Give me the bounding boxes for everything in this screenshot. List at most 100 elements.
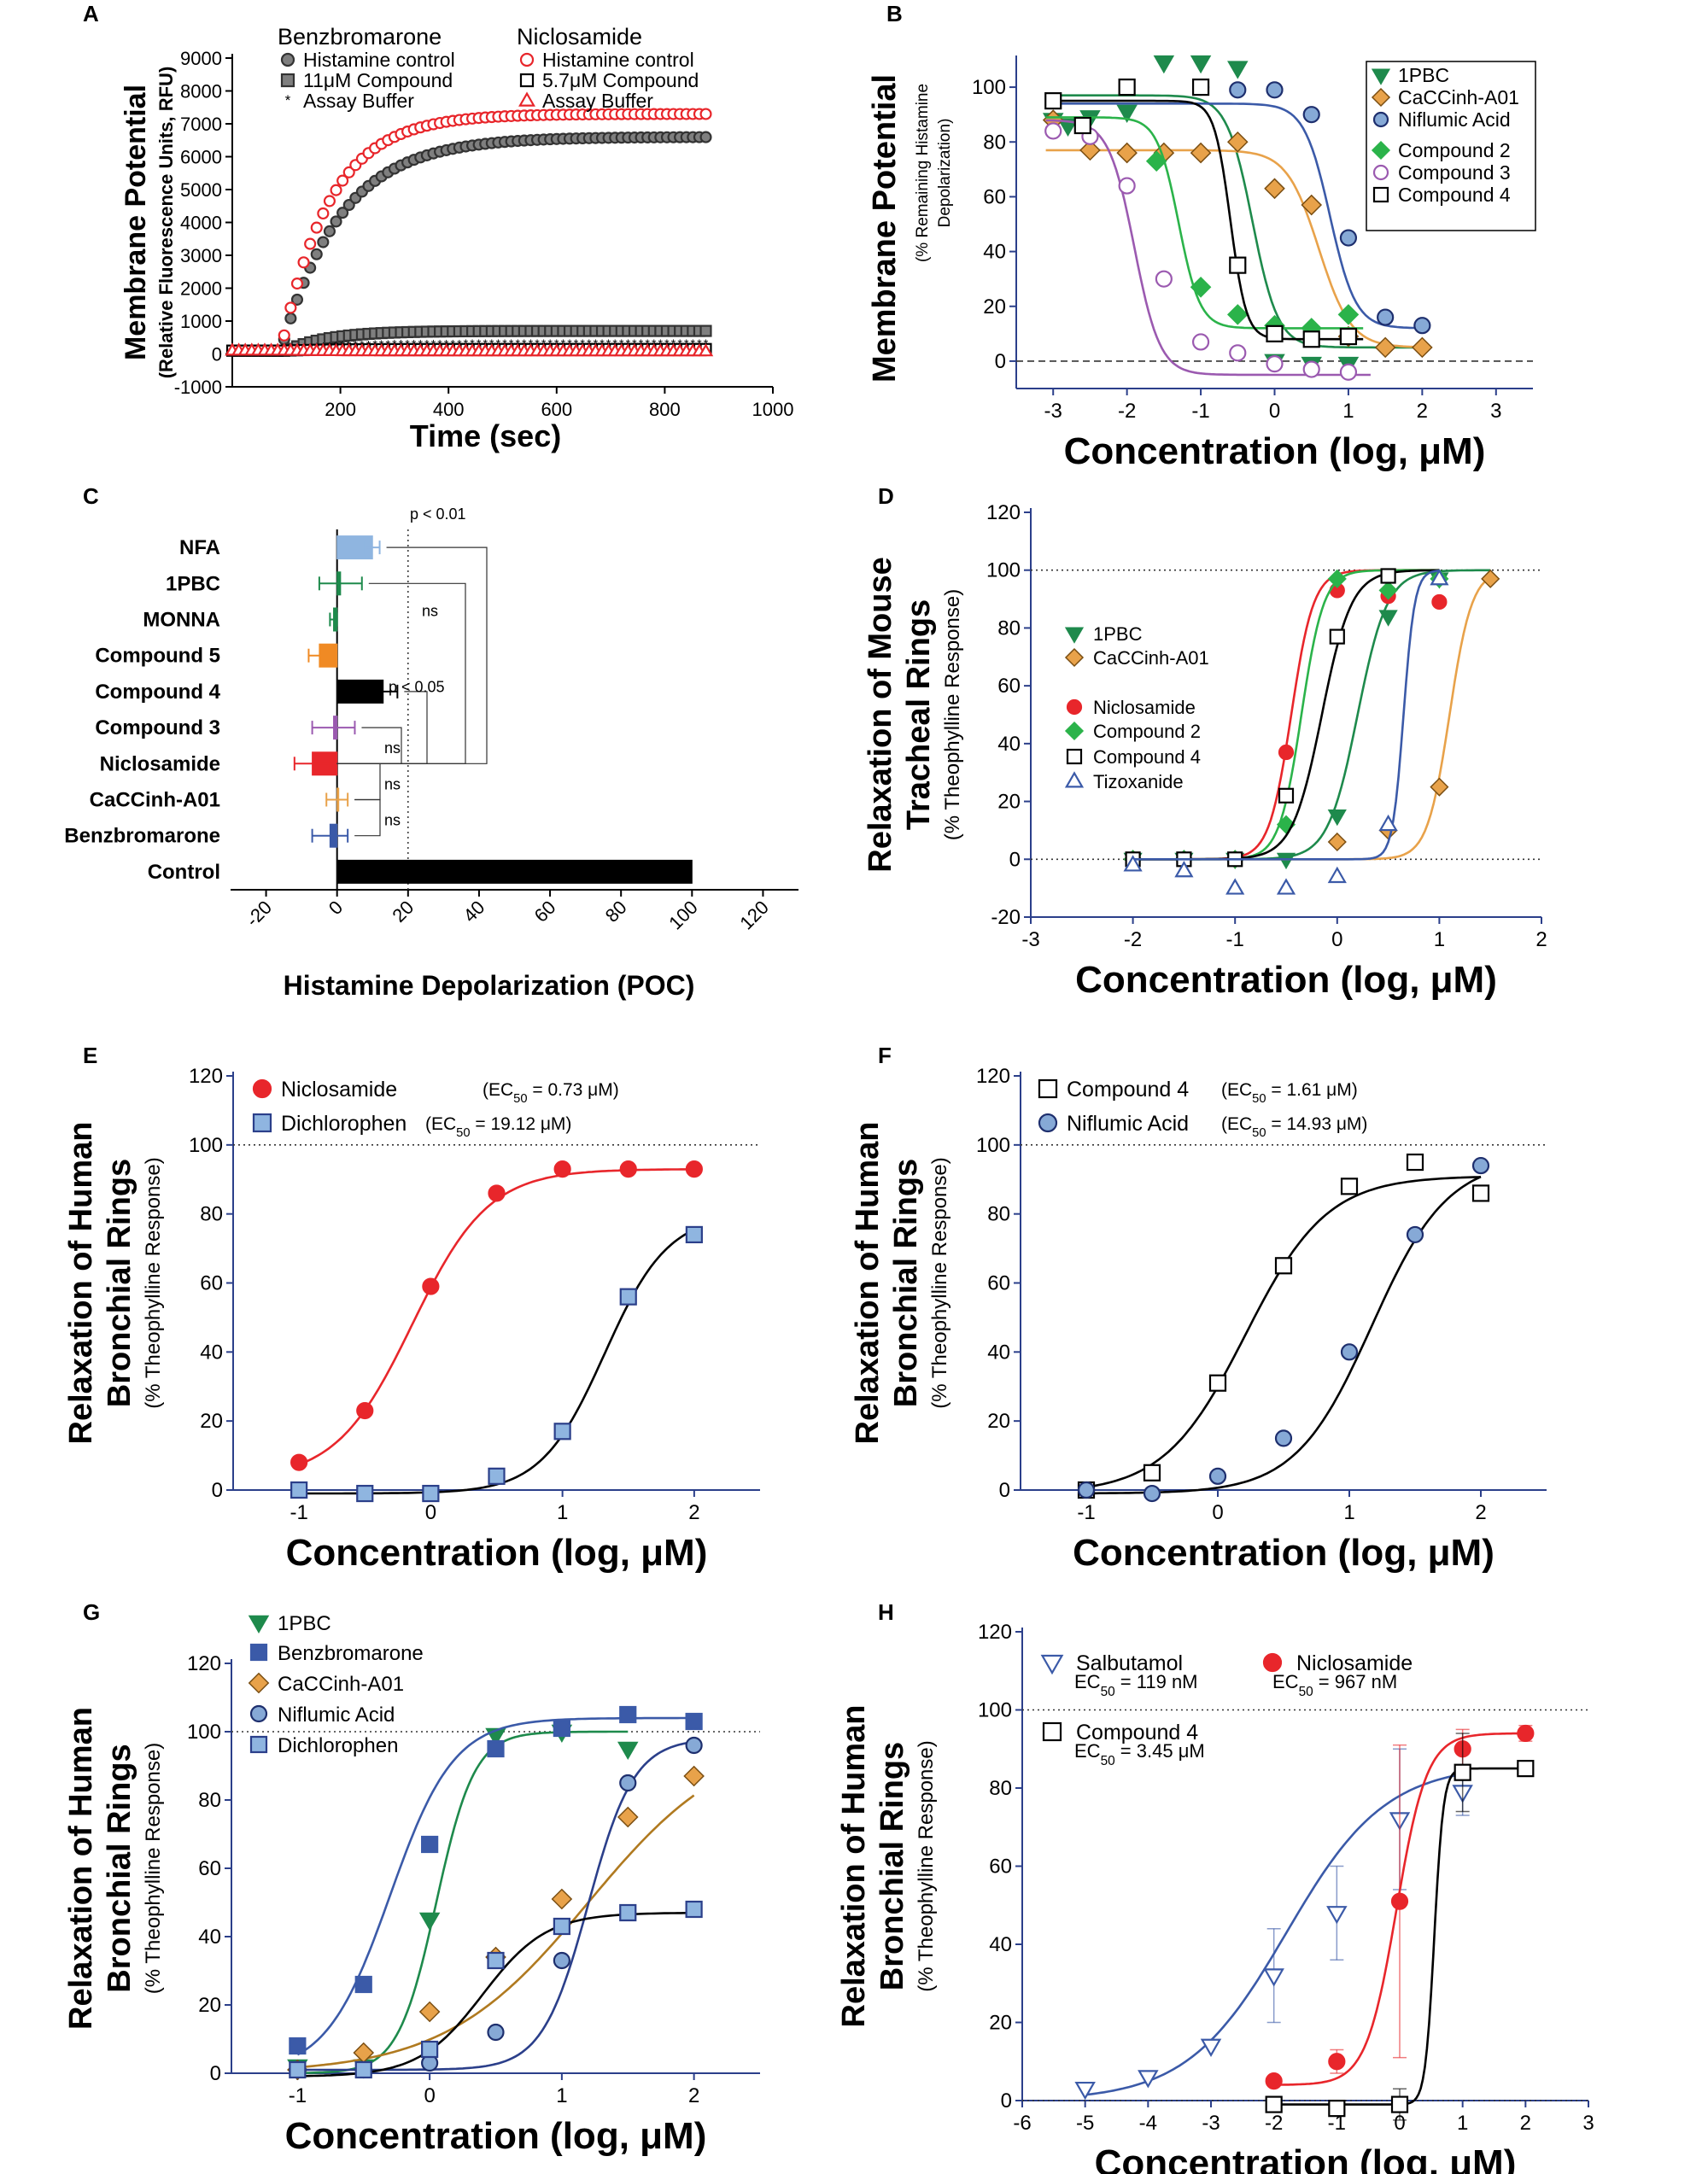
data-point bbox=[1265, 2072, 1283, 2090]
y-axis-subtitle: (% Theophylline Response) bbox=[142, 1743, 165, 1994]
series-1pbc bbox=[1123, 569, 1491, 870]
x-tick-label: 2 bbox=[1520, 2112, 1531, 2135]
data-point bbox=[553, 1951, 570, 1970]
data-point bbox=[421, 1835, 439, 1854]
legend-entry: Compound 2 bbox=[1093, 721, 1201, 742]
y-tick-label: 9000 bbox=[180, 48, 222, 69]
data-point bbox=[619, 1774, 637, 1792]
legend: Niclosamide (EC50 = 0.73 μM) Dichlorophen (… bbox=[252, 1078, 619, 1140]
x-tick-label: -20 bbox=[242, 897, 276, 931]
data-point bbox=[1328, 2053, 1346, 2071]
panel-letter: B bbox=[886, 1, 903, 26]
data-point bbox=[1266, 324, 1284, 342]
data-point bbox=[1454, 1763, 1471, 1781]
data-point bbox=[1116, 142, 1138, 164]
data-point bbox=[1143, 1464, 1161, 1481]
y-tick-label: 20 bbox=[989, 2012, 1012, 2035]
x-tick-label: 200 bbox=[325, 399, 356, 420]
x-axis-title: Histamine Depolarization (POC) bbox=[284, 970, 695, 1001]
panel-D: D -20 0 20 40 60 80 100 120 -3 -2 -1 0 1 2 Concentratio… bbox=[863, 483, 1547, 1001]
legend-ec50: EC50 = 3.45 μM bbox=[1074, 1740, 1205, 1768]
data-point bbox=[1329, 628, 1345, 645]
data-point bbox=[1302, 360, 1320, 378]
x-tick-label: 20 bbox=[388, 897, 418, 926]
data-point bbox=[1302, 106, 1320, 124]
data-point bbox=[418, 2001, 441, 2023]
series-11-m-compound bbox=[225, 324, 712, 357]
legend-marker bbox=[1372, 111, 1389, 128]
data-point bbox=[685, 1736, 703, 1755]
legend-ec50: (EC50 = 0.73 μM) bbox=[483, 1080, 619, 1106]
data-point bbox=[1278, 787, 1295, 804]
data-point bbox=[1266, 81, 1284, 99]
data-point bbox=[330, 184, 342, 196]
x-axis-title: Concentration (log, μM) bbox=[286, 1532, 708, 1574]
y-tick-label: 20 bbox=[200, 1410, 223, 1433]
legend-ec50: EC50 = 967 nM bbox=[1272, 1671, 1397, 1699]
data-point bbox=[422, 1484, 440, 1503]
y-tick-label: 120 bbox=[187, 1652, 221, 1675]
y-tick-label: 40 bbox=[198, 1926, 221, 1949]
data-point bbox=[354, 1975, 372, 1994]
x-tick-label: 2 bbox=[1475, 1501, 1486, 1524]
y-axis-title: Relaxation of Human bbox=[63, 1122, 99, 1445]
panel-letter: E bbox=[83, 1043, 97, 1068]
x-tick-label: 0 bbox=[1394, 2112, 1405, 2135]
legend-marker bbox=[1371, 87, 1391, 108]
panel-letter: F bbox=[878, 1043, 892, 1068]
series-compound-2 bbox=[1045, 116, 1364, 339]
x-tick-label: -5 bbox=[1076, 2112, 1094, 2135]
legend-box bbox=[1366, 61, 1536, 231]
data-point bbox=[1471, 1184, 1490, 1202]
panel-letter: G bbox=[83, 1599, 100, 1625]
data-point bbox=[1380, 568, 1396, 584]
x-tick-label: -1 bbox=[1226, 928, 1244, 951]
y-tick-label: 0 bbox=[995, 350, 1006, 373]
legend-marker bbox=[280, 73, 295, 88]
legend-entry: Compound 2 bbox=[1398, 139, 1511, 161]
x-axis-title: Time (sec) bbox=[410, 418, 561, 453]
data-point bbox=[278, 329, 290, 342]
legend-entry: CaCCinh-A01 bbox=[278, 1673, 404, 1696]
y-tick-label: 60 bbox=[987, 1272, 1010, 1295]
x-tick-label: 2 bbox=[688, 1501, 699, 1524]
data-point bbox=[290, 278, 304, 290]
x-tick-label: 1 bbox=[1342, 400, 1354, 423]
x-tick-label: -3 bbox=[1021, 928, 1039, 951]
x-tick-label: 3 bbox=[1490, 400, 1501, 423]
data-point bbox=[290, 1481, 308, 1499]
legend-marker bbox=[249, 1704, 268, 1723]
x-axis-title: Concentration (log, μM) bbox=[1095, 2142, 1517, 2174]
data-point bbox=[1143, 1484, 1161, 1503]
data-point bbox=[1190, 276, 1212, 298]
data-point bbox=[685, 1712, 703, 1731]
data-point bbox=[1200, 2038, 1222, 2057]
data-point bbox=[553, 1917, 570, 1936]
data-point bbox=[1412, 336, 1433, 359]
y-tick-label: 100 bbox=[978, 1699, 1012, 1722]
panel-E: E 0 20 40 60 80 100 120 -1 0 1 2 Concentration (log,… bbox=[63, 1043, 760, 1574]
y-tick-label: 20 bbox=[997, 791, 1021, 814]
legend-entry: Niclosamide bbox=[1093, 697, 1196, 718]
y-tick-label: 60 bbox=[989, 1855, 1012, 1879]
x-tick-label: 1 bbox=[556, 2084, 567, 2107]
panel-letter: D bbox=[878, 483, 894, 509]
y-axis-title: Relaxation of Mouse bbox=[863, 557, 898, 873]
category-label: Benzbromarone bbox=[64, 825, 220, 848]
legend-marker bbox=[1262, 1652, 1283, 1673]
legend-entry: Niflumic Acid bbox=[1398, 108, 1511, 131]
y-axis-subtitle: (% Remaining Histamine bbox=[914, 84, 932, 262]
x-tick-label: -4 bbox=[1139, 2112, 1157, 2135]
x-tick-label: -2 bbox=[1118, 400, 1136, 423]
legend-entry: Histamine control bbox=[303, 49, 455, 71]
x-tick-label: 800 bbox=[649, 399, 681, 420]
data-point bbox=[1229, 81, 1247, 99]
legend-entry: Assay Buffer bbox=[542, 90, 653, 112]
x-tick-label: 1 bbox=[1434, 928, 1445, 951]
data-point bbox=[284, 312, 297, 324]
series-compound-4 bbox=[1265, 1733, 1535, 2121]
legend-entry: Compound 4 bbox=[1093, 746, 1201, 768]
y-axis-title: Membrane Potential bbox=[120, 85, 152, 360]
y-axis-title: Relaxation of Human bbox=[63, 1707, 99, 2030]
legend-entry: Dichlorophen bbox=[281, 1112, 407, 1136]
